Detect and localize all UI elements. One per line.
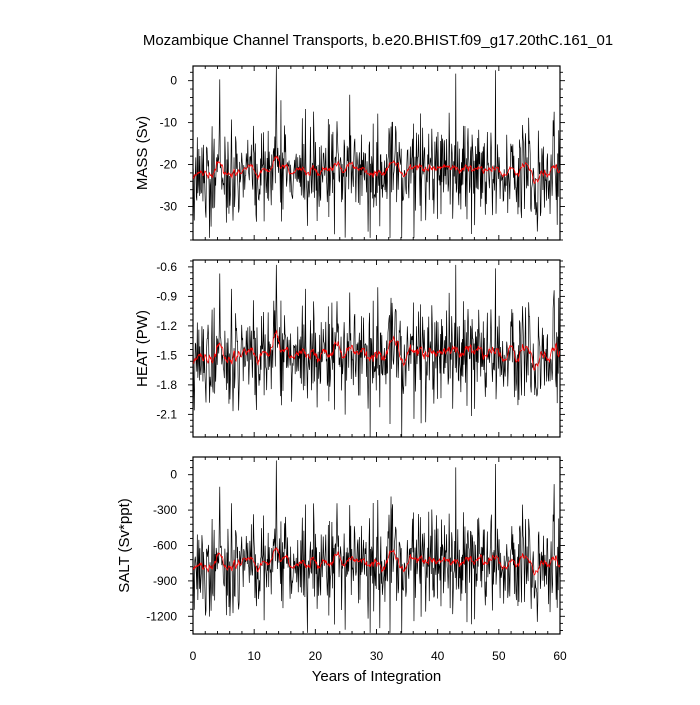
x-axis-label: Years of Integration [312, 668, 442, 685]
series-line-monthly [192, 66, 561, 238]
x-tick-label: 40 [431, 649, 445, 663]
y-tick-label: 0 [170, 468, 177, 482]
x-tick-label: 20 [309, 649, 323, 663]
y-tick-label: -2.1 [156, 407, 177, 421]
y-tick-label: -1.8 [156, 378, 177, 392]
x-tick-label: 30 [370, 649, 384, 663]
series-line-smoothed [192, 546, 561, 576]
y-tick-label: -30 [160, 199, 178, 213]
y-tick-label: -0.6 [156, 260, 177, 274]
y-axis-label: HEAT (PW) [134, 310, 151, 387]
y-tick-label: -10 [160, 116, 178, 130]
x-tick-label: 10 [247, 649, 261, 663]
chart-title: Mozambique Channel Transports, b.e20.BHI… [142, 32, 614, 49]
y-tick-label: -900 [153, 574, 177, 588]
y-tick-label: -1.2 [156, 319, 177, 333]
series-line-smoothed [192, 329, 561, 371]
series-line-monthly [192, 460, 561, 633]
x-tick-label: 0 [190, 649, 197, 663]
y-tick-label: -600 [153, 539, 177, 553]
y-tick-label: -300 [153, 503, 177, 517]
y-tick-label: -0.9 [156, 289, 177, 303]
y-tick-label: 0 [170, 74, 177, 88]
y-tick-label: -20 [160, 158, 178, 172]
y-tick-label: -1200 [146, 609, 177, 623]
y-tick-label: -1.5 [156, 348, 177, 362]
x-tick-label: 60 [553, 649, 567, 663]
y-axis-label: SALT (Sv*ppt) [116, 498, 133, 592]
y-axis-label: MASS (Sv) [134, 116, 151, 190]
x-tick-label: 50 [492, 649, 506, 663]
series-line-smoothed [192, 155, 561, 184]
